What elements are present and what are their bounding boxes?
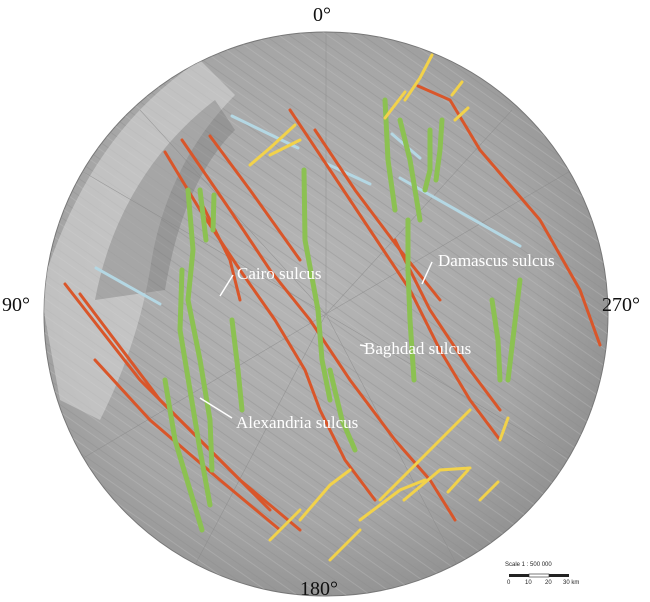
blue-fractures	[94, 114, 522, 306]
scale-bar: Scale 1 : 500 000 0 10 20 30 km	[505, 562, 579, 586]
scale-tick-30: 30 km	[563, 580, 579, 586]
degree-label-right: 270°	[602, 294, 640, 316]
yellow-fractures	[248, 53, 510, 562]
degree-label-top: 0°	[313, 4, 331, 26]
label-alexandria-sulcus: Alexandria sulcus	[236, 413, 358, 432]
scale-tick-20: 20	[545, 580, 552, 586]
degree-label-bottom: 180°	[300, 578, 338, 600]
label-damascus-sulcus: Damascus sulcus	[438, 251, 555, 270]
scale-tick-0: 0	[507, 580, 511, 586]
scale-title: Scale 1 : 500 000	[505, 562, 552, 568]
degree-label-left: 90°	[2, 294, 30, 316]
rugged-terrain	[44, 60, 235, 420]
label-cairo-sulcus: Cairo sulcus	[237, 264, 322, 283]
label-leaders	[199, 261, 433, 419]
green-fractures	[162, 97, 523, 533]
scale-tick-10: 10	[525, 580, 532, 586]
red-fractures	[63, 84, 602, 532]
label-baghdad-sulcus: Baghdad sulcus	[364, 339, 471, 358]
rugged-terrain-dark	[95, 100, 235, 300]
